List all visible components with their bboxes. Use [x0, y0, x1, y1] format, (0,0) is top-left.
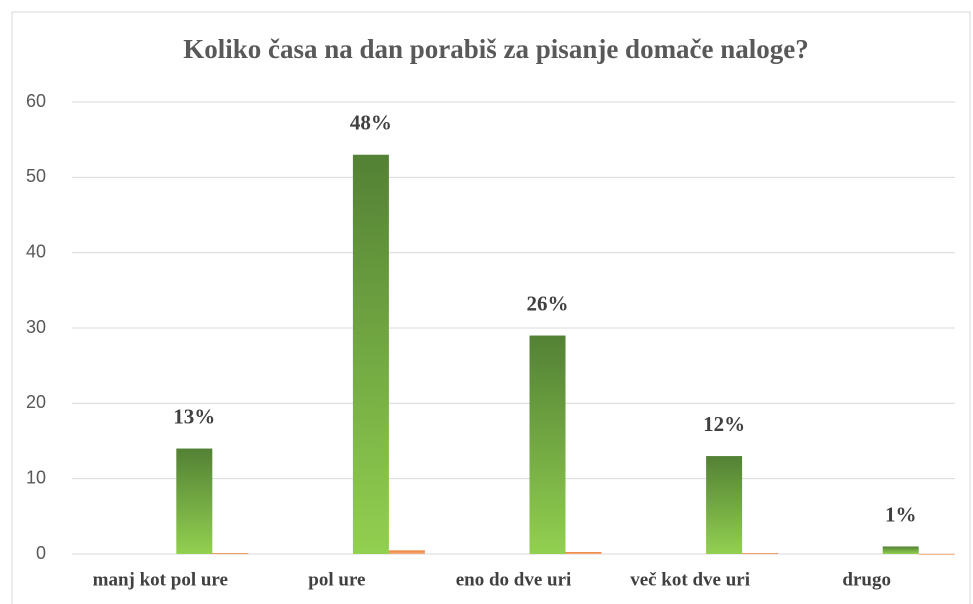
bar	[742, 553, 779, 554]
x-tick-label: več kot dve uri	[630, 569, 750, 590]
x-tick-label: manj kot pol ure	[93, 569, 228, 590]
chart-frame	[11, 11, 971, 604]
chart-title: Koliko časa na dan porabiš za pisanje do…	[183, 34, 809, 64]
bar	[565, 552, 602, 554]
y-tick-label: 30	[26, 317, 46, 337]
x-tick-label: eno do dve uri	[456, 569, 572, 590]
bar	[882, 546, 919, 554]
bar	[706, 456, 743, 554]
data-label: 26%	[527, 291, 569, 315]
y-tick-label: 50	[26, 166, 46, 186]
y-tick-label: 60	[26, 91, 46, 111]
bar	[388, 550, 425, 554]
bar	[352, 154, 389, 554]
bar	[918, 553, 955, 555]
x-tick-label: pol ure	[308, 569, 365, 590]
y-tick-label: 10	[26, 467, 46, 487]
bar	[529, 335, 566, 554]
data-label: 13%	[173, 404, 215, 428]
data-label: 12%	[703, 412, 745, 436]
y-tick-label: 0	[36, 543, 46, 563]
bar	[176, 448, 213, 554]
data-label: 48%	[350, 111, 392, 135]
data-label: 1%	[885, 502, 917, 526]
bar	[212, 553, 249, 554]
x-tick-label: drugo	[842, 569, 891, 590]
y-tick-label: 20	[26, 392, 46, 412]
y-tick-label: 40	[26, 241, 46, 261]
